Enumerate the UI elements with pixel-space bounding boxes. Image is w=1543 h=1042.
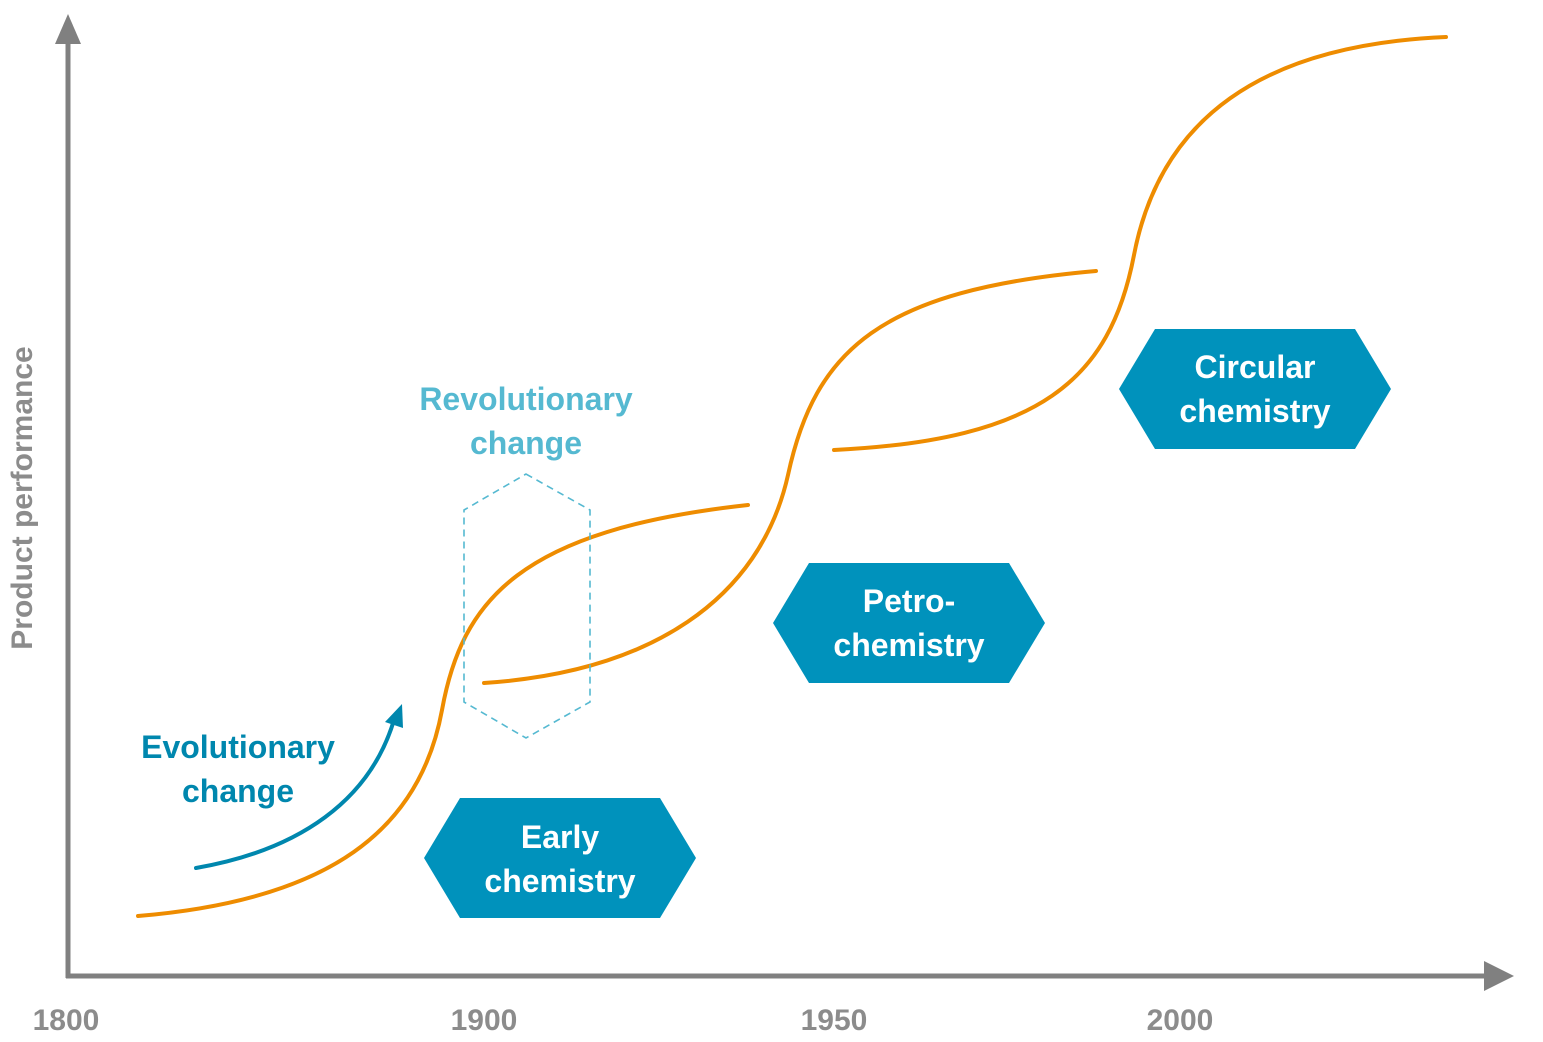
evolutionary-label-line2: change — [182, 773, 294, 809]
evolutionary-arrow-line — [194, 718, 396, 870]
evolutionary-arrow-head-icon — [385, 704, 403, 728]
phase-label-line1: Petro- — [863, 583, 955, 619]
phase-petrochemistry: Petro- chemistry — [773, 563, 1045, 683]
phase-hexagon — [1119, 329, 1391, 449]
x-tick-1900: 1900 — [451, 1004, 518, 1037]
phase-label-line1: Early — [521, 819, 599, 855]
phase-circular-chemistry: Circular chemistry — [1119, 329, 1391, 449]
revolutionary-label-line1: Revolutionary — [419, 381, 633, 417]
phase-hexagon — [424, 798, 696, 918]
revolutionary-label-line2: change — [470, 425, 582, 461]
x-tick-1800: 1800 — [33, 1004, 100, 1037]
revolutionary-dashed-hexagon — [463, 473, 591, 739]
axes — [55, 14, 1514, 991]
s-curve-early-chemistry — [136, 503, 750, 918]
evolutionary-arrow — [194, 704, 403, 870]
phase-label-line1: Circular — [1195, 349, 1316, 385]
phase-label-line2: chemistry — [484, 863, 635, 899]
phase-hexagon — [773, 563, 1045, 683]
s-curve-petrochemistry — [482, 269, 1098, 685]
x-tick-1950: 1950 — [801, 1004, 868, 1037]
phase-label-line2: chemistry — [833, 627, 984, 663]
x-axis-arrow-icon — [1484, 961, 1514, 991]
evolutionary-label-line1: Evolutionary — [141, 729, 335, 765]
s-curve-circular-chemistry — [832, 35, 1448, 452]
phase-early-chemistry: Early chemistry — [424, 798, 696, 918]
x-tick-2000: 2000 — [1147, 1004, 1214, 1037]
y-axis-label: Product performance — [6, 346, 39, 649]
y-axis-arrow-icon — [55, 14, 81, 44]
phase-label-line2: chemistry — [1179, 393, 1330, 429]
performance-curves — [136, 35, 1448, 918]
x-tick-labels: 1800 1900 1950 2000 — [33, 1004, 1214, 1037]
